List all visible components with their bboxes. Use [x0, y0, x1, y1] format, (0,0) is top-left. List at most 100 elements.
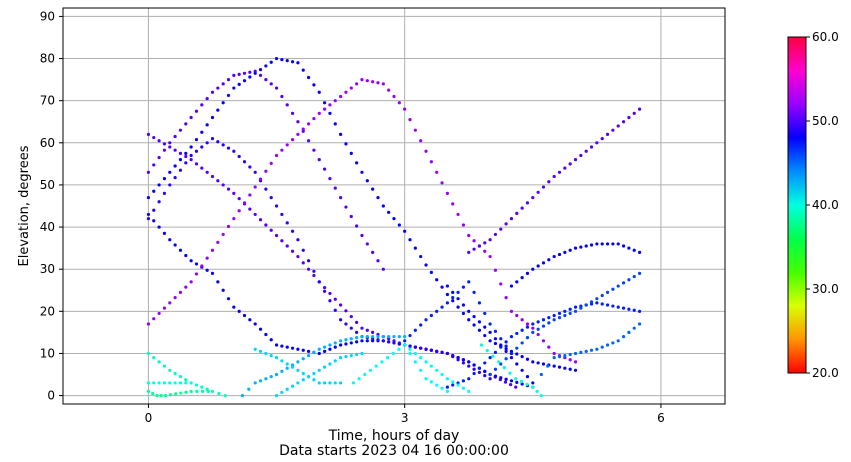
data-point	[328, 103, 332, 107]
data-point	[184, 381, 188, 385]
data-point	[483, 325, 487, 329]
data-point	[504, 222, 508, 226]
data-point	[514, 385, 518, 389]
data-point	[525, 271, 530, 276]
data-point	[226, 297, 231, 301]
data-point	[568, 311, 572, 316]
data-point	[210, 389, 215, 393]
data-point	[205, 170, 209, 174]
data-point	[600, 345, 604, 349]
data-point	[451, 290, 455, 294]
data-point	[226, 146, 231, 150]
data-point	[322, 289, 327, 293]
data-point	[531, 267, 535, 271]
data-point	[344, 338, 348, 342]
data-point	[194, 262, 199, 266]
data-point	[184, 390, 188, 394]
data-point	[445, 351, 449, 356]
data-point	[509, 351, 514, 356]
data-point	[296, 368, 300, 372]
data-point	[392, 341, 396, 345]
data-point	[408, 344, 412, 348]
data-point	[605, 242, 610, 246]
data-point	[488, 238, 492, 242]
data-point	[371, 187, 375, 191]
data-point	[376, 338, 380, 342]
data-point	[349, 337, 353, 341]
data-point	[157, 155, 161, 160]
data-point	[491, 354, 495, 358]
data-point	[365, 79, 369, 83]
data-point	[371, 250, 375, 254]
data-point	[210, 271, 215, 276]
data-point	[552, 356, 556, 360]
data-point	[339, 318, 343, 322]
data-point	[451, 296, 455, 300]
data-point	[600, 136, 604, 141]
data-point	[531, 322, 535, 326]
data-point	[237, 197, 241, 201]
data-point	[237, 72, 241, 76]
data-point	[365, 179, 369, 183]
data-point	[611, 242, 615, 246]
data-point	[189, 158, 193, 162]
data-point	[563, 313, 567, 318]
colorbar-ticks: 60.0 50.0 40.0 30.0 20.0	[806, 30, 839, 380]
data-point	[568, 358, 572, 362]
data-point	[349, 326, 353, 330]
data-point	[174, 392, 178, 396]
data-point	[363, 372, 367, 377]
data-point	[242, 201, 247, 205]
data-point	[531, 326, 535, 330]
data-point	[424, 263, 428, 267]
data-point	[541, 318, 546, 322]
data-point	[419, 346, 423, 350]
data-point	[536, 320, 540, 324]
data-point	[317, 351, 321, 356]
data-point	[146, 322, 151, 326]
y-tick-label: 50	[40, 178, 55, 192]
data-point	[413, 328, 417, 332]
data-point	[253, 212, 257, 217]
x-axis-label: Time, hours of day	[328, 428, 460, 444]
y-tick-label: 10	[40, 346, 55, 360]
data-point	[232, 73, 236, 78]
data-point	[205, 123, 209, 127]
data-point	[472, 314, 476, 319]
data-point	[493, 367, 498, 371]
data-point	[162, 306, 167, 310]
data-point	[253, 381, 257, 385]
data-point	[355, 224, 359, 228]
data-point	[424, 360, 428, 364]
data-point	[621, 306, 626, 310]
data-point	[306, 75, 311, 80]
data-point	[479, 343, 484, 347]
data-point	[344, 142, 348, 146]
data-point	[477, 320, 482, 324]
data-point	[472, 363, 476, 367]
data-point	[461, 223, 466, 227]
data-point	[269, 338, 273, 342]
data-point	[248, 75, 252, 79]
data-point	[232, 217, 236, 221]
data-point	[322, 381, 327, 385]
data-point	[552, 254, 556, 259]
data-point	[531, 385, 535, 389]
data-point	[419, 254, 423, 259]
data-point	[520, 341, 524, 345]
data-point	[301, 378, 305, 382]
data-point	[579, 153, 583, 158]
data-point	[184, 378, 188, 382]
data-point	[258, 177, 263, 181]
data-point	[221, 288, 225, 292]
data-point	[168, 183, 172, 187]
data-point	[392, 334, 396, 339]
data-point	[184, 253, 188, 258]
data-point	[536, 264, 540, 268]
data-point	[205, 96, 209, 101]
data-point	[467, 389, 471, 393]
data-point	[195, 389, 199, 393]
data-point	[531, 360, 535, 364]
data-points	[146, 56, 642, 398]
data-point	[483, 249, 487, 253]
